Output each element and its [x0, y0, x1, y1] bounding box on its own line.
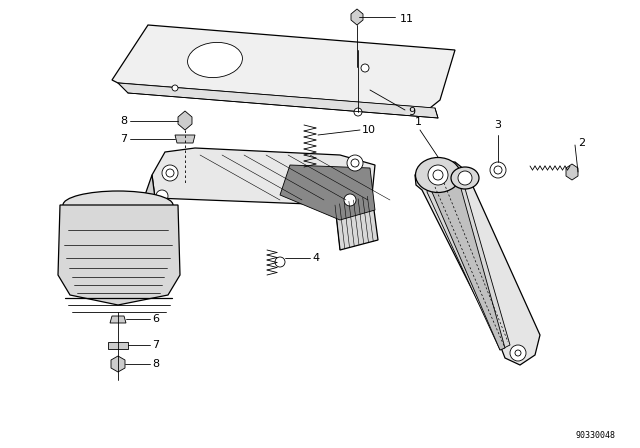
Text: 8: 8 — [152, 359, 159, 369]
Polygon shape — [118, 83, 438, 118]
Circle shape — [275, 257, 285, 267]
Polygon shape — [58, 205, 180, 305]
Circle shape — [458, 171, 472, 185]
Text: 9: 9 — [408, 107, 415, 117]
Text: 6: 6 — [152, 314, 159, 324]
Polygon shape — [351, 9, 363, 25]
Polygon shape — [112, 25, 455, 108]
Ellipse shape — [63, 191, 173, 219]
Text: 11: 11 — [400, 14, 414, 24]
Polygon shape — [108, 342, 128, 349]
Circle shape — [344, 194, 356, 206]
Circle shape — [433, 170, 443, 180]
Polygon shape — [152, 148, 375, 205]
Text: 7: 7 — [120, 134, 127, 144]
Polygon shape — [175, 135, 195, 143]
Text: 2: 2 — [578, 138, 585, 148]
Text: 4: 4 — [312, 253, 319, 263]
Circle shape — [428, 165, 448, 185]
Circle shape — [172, 85, 178, 91]
Polygon shape — [110, 316, 126, 323]
Text: 8: 8 — [120, 116, 127, 126]
Polygon shape — [302, 170, 318, 175]
Text: 90330048: 90330048 — [575, 431, 615, 439]
Circle shape — [156, 190, 168, 202]
Text: 3: 3 — [495, 120, 502, 130]
Polygon shape — [145, 175, 155, 215]
Circle shape — [494, 166, 502, 174]
Circle shape — [162, 165, 178, 181]
Ellipse shape — [415, 158, 461, 193]
Circle shape — [351, 159, 359, 167]
Circle shape — [515, 350, 521, 356]
Circle shape — [490, 162, 506, 178]
Circle shape — [166, 169, 174, 177]
Circle shape — [347, 155, 363, 171]
Circle shape — [361, 64, 369, 72]
Text: 1: 1 — [415, 117, 422, 127]
Polygon shape — [335, 195, 378, 250]
Text: 10: 10 — [362, 125, 376, 135]
Polygon shape — [566, 164, 578, 180]
Ellipse shape — [188, 43, 243, 78]
Polygon shape — [415, 162, 540, 365]
Polygon shape — [432, 178, 505, 350]
Polygon shape — [178, 111, 192, 130]
Circle shape — [510, 345, 526, 361]
Ellipse shape — [451, 167, 479, 189]
Polygon shape — [427, 170, 510, 350]
Text: 7: 7 — [152, 340, 159, 350]
Polygon shape — [111, 356, 125, 372]
Polygon shape — [280, 165, 375, 220]
Circle shape — [354, 108, 362, 116]
